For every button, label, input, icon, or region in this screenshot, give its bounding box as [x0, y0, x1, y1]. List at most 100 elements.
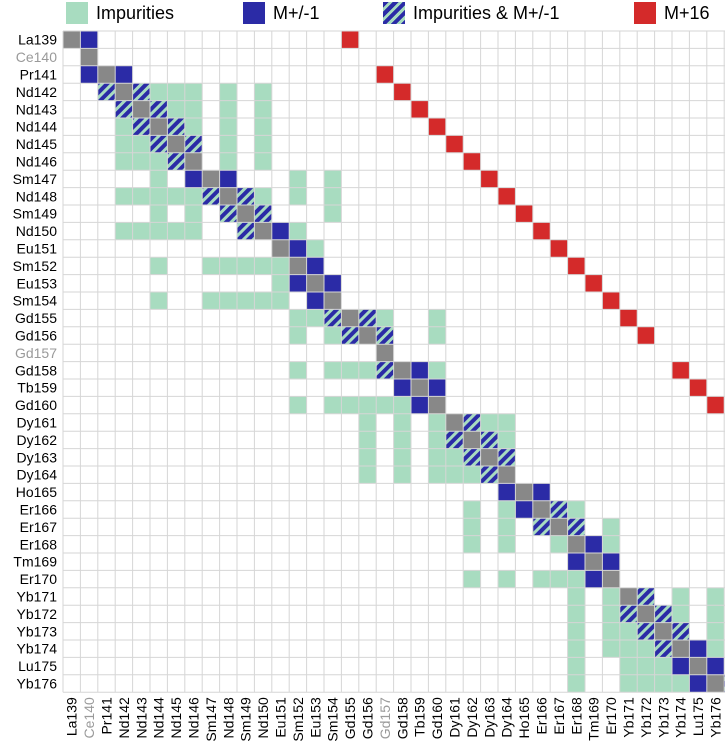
x-tick-label: Gd158 [394, 697, 410, 739]
y-tick-label: Er170 [20, 571, 58, 587]
x-tick-label: Dy163 [481, 697, 497, 738]
cell-both [463, 413, 481, 432]
cell-impurity [602, 535, 620, 553]
cell-diagonal [115, 83, 133, 101]
x-tick-label: Nd145 [168, 697, 184, 738]
cell-m16 [376, 65, 394, 84]
cell-both [150, 100, 168, 118]
cell-impurity [167, 222, 185, 240]
cell-impurity [324, 205, 342, 223]
cell-m16 [463, 152, 481, 171]
cell-both [237, 222, 255, 240]
cell-impurity [428, 361, 446, 379]
cell-diagonal [672, 640, 690, 658]
legend-item-impurities: Impurities [66, 1, 174, 25]
cell-mpm1 [289, 239, 307, 258]
cell-both [637, 622, 655, 640]
cell-diagonal [324, 292, 342, 310]
y-tick-label: Ce140 [16, 49, 57, 65]
cell-diagonal [602, 570, 620, 588]
cell-impurity [254, 257, 272, 275]
cell-impurity [219, 135, 237, 153]
cell-both [480, 431, 498, 449]
cell-impurity [498, 518, 516, 536]
cell-diagonal [271, 239, 290, 258]
y-tick-label: Sm152 [13, 258, 58, 274]
cell-impurity [602, 622, 620, 640]
cell-impurity [115, 152, 133, 171]
cell-diagonal [637, 605, 655, 623]
x-tick-label: Sm152 [290, 697, 306, 742]
cell-diagonal [428, 396, 446, 414]
cell-m16 [637, 326, 655, 345]
cell-impurity [271, 257, 290, 275]
y-tick-label: Nd145 [16, 136, 57, 152]
cell-both [376, 361, 394, 379]
cell-mpm1 [689, 674, 707, 693]
cell-m16 [411, 100, 429, 118]
cell-impurity [550, 535, 568, 553]
cell-impurity [150, 205, 168, 223]
cell-impurity [132, 152, 150, 171]
cell-diagonal [219, 187, 237, 205]
cell-impurity [306, 309, 324, 327]
cell-both [463, 448, 481, 466]
cell-impurity [150, 187, 168, 205]
cell-diagonal [63, 31, 81, 49]
cell-impurity [445, 448, 464, 466]
cell-impurity [428, 466, 446, 484]
cell-impurity [428, 326, 446, 345]
cell-impurity [619, 657, 638, 675]
cell-diagonal [411, 379, 429, 397]
cell-m16 [393, 83, 411, 101]
cell-impurity [672, 587, 690, 606]
x-tick-label: Nd144 [151, 697, 167, 738]
x-tick-label: Sm149 [238, 697, 254, 742]
cell-impurity [184, 187, 203, 205]
legend-item-m16: M+16 [634, 1, 710, 25]
cell-impurity [602, 605, 620, 623]
cell-impurity [358, 448, 377, 466]
cell-impurity [254, 100, 272, 118]
cell-impurity [271, 292, 290, 310]
cell-impurity [706, 640, 725, 658]
cell-impurity [150, 170, 168, 188]
y-tick-label: Ho165 [16, 484, 57, 500]
x-tick-label: Gd157 [377, 697, 393, 739]
cell-impurity [219, 292, 237, 310]
cell-impurity [358, 361, 377, 379]
x-tick-label: Gd160 [429, 697, 445, 739]
x-tick-label: Eu153 [307, 697, 323, 738]
cell-diagonal [150, 118, 168, 136]
cell-impurity [619, 640, 638, 658]
cell-mpm1 [532, 483, 551, 501]
legend-swatch-both [383, 2, 405, 24]
cell-impurity [184, 100, 203, 118]
cell-diagonal [480, 448, 498, 466]
cell-impurity [115, 187, 133, 205]
cell-mpm1 [515, 500, 533, 519]
cell-impurity [254, 118, 272, 136]
cell-mpm1 [184, 170, 203, 188]
x-tick-label: Er166 [534, 697, 550, 735]
cell-both [567, 518, 585, 536]
cell-m16 [602, 292, 620, 310]
cell-mpm1 [585, 535, 603, 553]
cell-impurity [463, 570, 481, 588]
cell-mpm1 [411, 396, 429, 414]
cell-impurity [341, 396, 359, 414]
x-tick-label: La139 [64, 697, 80, 736]
cell-mpm1 [219, 170, 237, 188]
cell-impurity [463, 518, 481, 536]
cell-impurity [393, 466, 411, 484]
cell-impurity [219, 118, 237, 136]
cell-both [132, 83, 150, 101]
y-tick-label: Gd160 [15, 397, 57, 413]
cell-impurity [567, 500, 585, 519]
y-tick-label: Gd158 [15, 362, 57, 378]
cell-both [167, 152, 185, 171]
cell-mpm1 [289, 274, 307, 292]
y-tick-label: Sm154 [13, 293, 58, 309]
cell-impurity [289, 222, 307, 240]
cell-impurity [567, 622, 585, 640]
